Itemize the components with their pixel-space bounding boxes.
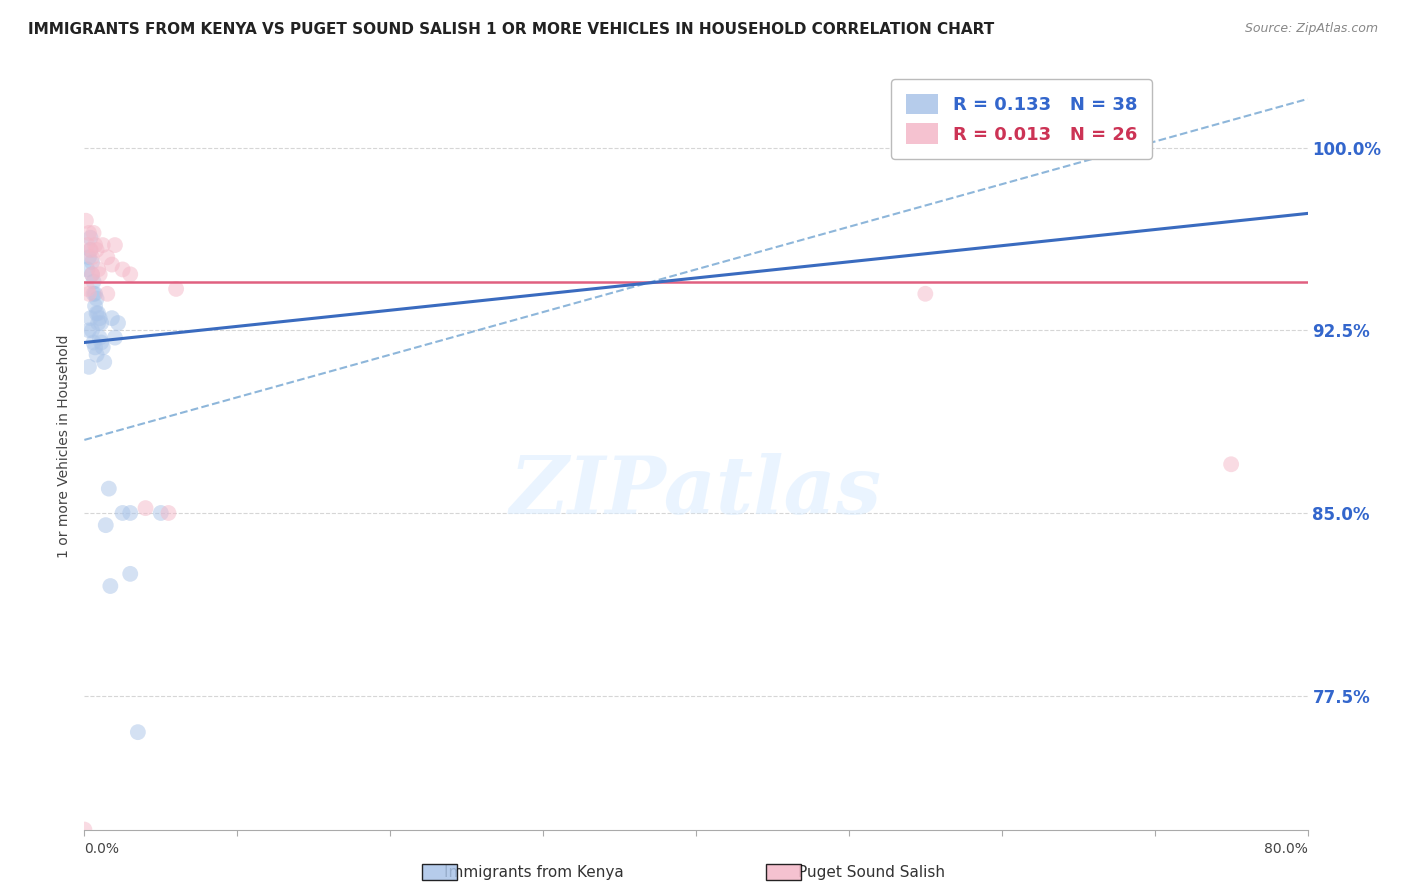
Point bbox=[91, 340, 114, 354]
Point bbox=[120, 268, 142, 282]
Point bbox=[86, 243, 108, 257]
Point bbox=[79, 243, 101, 257]
Y-axis label: 1 or more Vehicles in Household: 1 or more Vehicles in Household bbox=[58, 334, 72, 558]
Point bbox=[91, 238, 114, 252]
Point bbox=[84, 340, 107, 354]
Point bbox=[120, 506, 142, 520]
Legend: R = 0.133   N = 38, R = 0.013   N = 26: R = 0.133 N = 38, R = 0.013 N = 26 bbox=[891, 79, 1152, 159]
Point bbox=[77, 359, 100, 374]
Point bbox=[96, 250, 118, 264]
Point bbox=[76, 282, 98, 296]
Point bbox=[90, 316, 112, 330]
Text: IMMIGRANTS FROM KENYA VS PUGET SOUND SALISH 1 OR MORE VEHICLES IN HOUSEHOLD CORR: IMMIGRANTS FROM KENYA VS PUGET SOUND SAL… bbox=[28, 22, 994, 37]
Text: Source: ZipAtlas.com: Source: ZipAtlas.com bbox=[1244, 22, 1378, 36]
Point bbox=[79, 231, 101, 245]
Point bbox=[80, 268, 103, 282]
Point bbox=[104, 331, 127, 345]
Point bbox=[93, 355, 115, 369]
Point bbox=[98, 579, 121, 593]
Text: 0.0%: 0.0% bbox=[84, 842, 120, 855]
Point bbox=[149, 506, 172, 520]
Point bbox=[77, 323, 100, 337]
Point bbox=[135, 501, 157, 516]
Point bbox=[89, 268, 111, 282]
Point bbox=[1220, 457, 1243, 471]
Point bbox=[83, 226, 105, 240]
Point bbox=[83, 286, 105, 301]
Point bbox=[80, 250, 103, 264]
Point bbox=[127, 725, 149, 739]
Text: Immigrants from Kenya: Immigrants from Kenya bbox=[444, 865, 624, 880]
Point bbox=[96, 286, 118, 301]
Text: 80.0%: 80.0% bbox=[1264, 842, 1308, 855]
Point bbox=[79, 311, 101, 326]
Text: ZIPatlas: ZIPatlas bbox=[510, 453, 882, 531]
Point bbox=[84, 299, 107, 313]
Point bbox=[87, 306, 110, 320]
Point bbox=[76, 238, 98, 252]
Point bbox=[80, 255, 103, 269]
Point bbox=[94, 518, 117, 533]
Point bbox=[89, 311, 111, 326]
Point bbox=[165, 282, 187, 296]
Point bbox=[101, 311, 124, 326]
Point bbox=[79, 243, 101, 257]
Point bbox=[86, 306, 108, 320]
Point bbox=[89, 331, 111, 345]
Point bbox=[914, 286, 936, 301]
Point bbox=[90, 335, 112, 350]
Point bbox=[111, 506, 134, 520]
Point bbox=[76, 262, 98, 277]
Point bbox=[77, 250, 100, 264]
Point bbox=[104, 238, 127, 252]
Point bbox=[77, 226, 100, 240]
Text: Puget Sound Salish: Puget Sound Salish bbox=[799, 865, 945, 880]
Point bbox=[77, 286, 100, 301]
Point bbox=[107, 316, 129, 330]
Point bbox=[75, 213, 97, 227]
Point bbox=[84, 286, 107, 301]
Point bbox=[80, 268, 103, 282]
Point bbox=[86, 292, 108, 306]
Point bbox=[101, 258, 124, 272]
Point bbox=[120, 566, 142, 581]
Point bbox=[87, 316, 110, 330]
Point bbox=[97, 482, 120, 496]
Point bbox=[84, 238, 107, 252]
Point bbox=[157, 506, 180, 520]
Point bbox=[87, 262, 110, 277]
Point bbox=[83, 275, 105, 289]
Point bbox=[80, 323, 103, 337]
Point bbox=[83, 335, 105, 350]
Point bbox=[73, 822, 96, 837]
Point bbox=[86, 348, 108, 362]
Point bbox=[111, 262, 134, 277]
